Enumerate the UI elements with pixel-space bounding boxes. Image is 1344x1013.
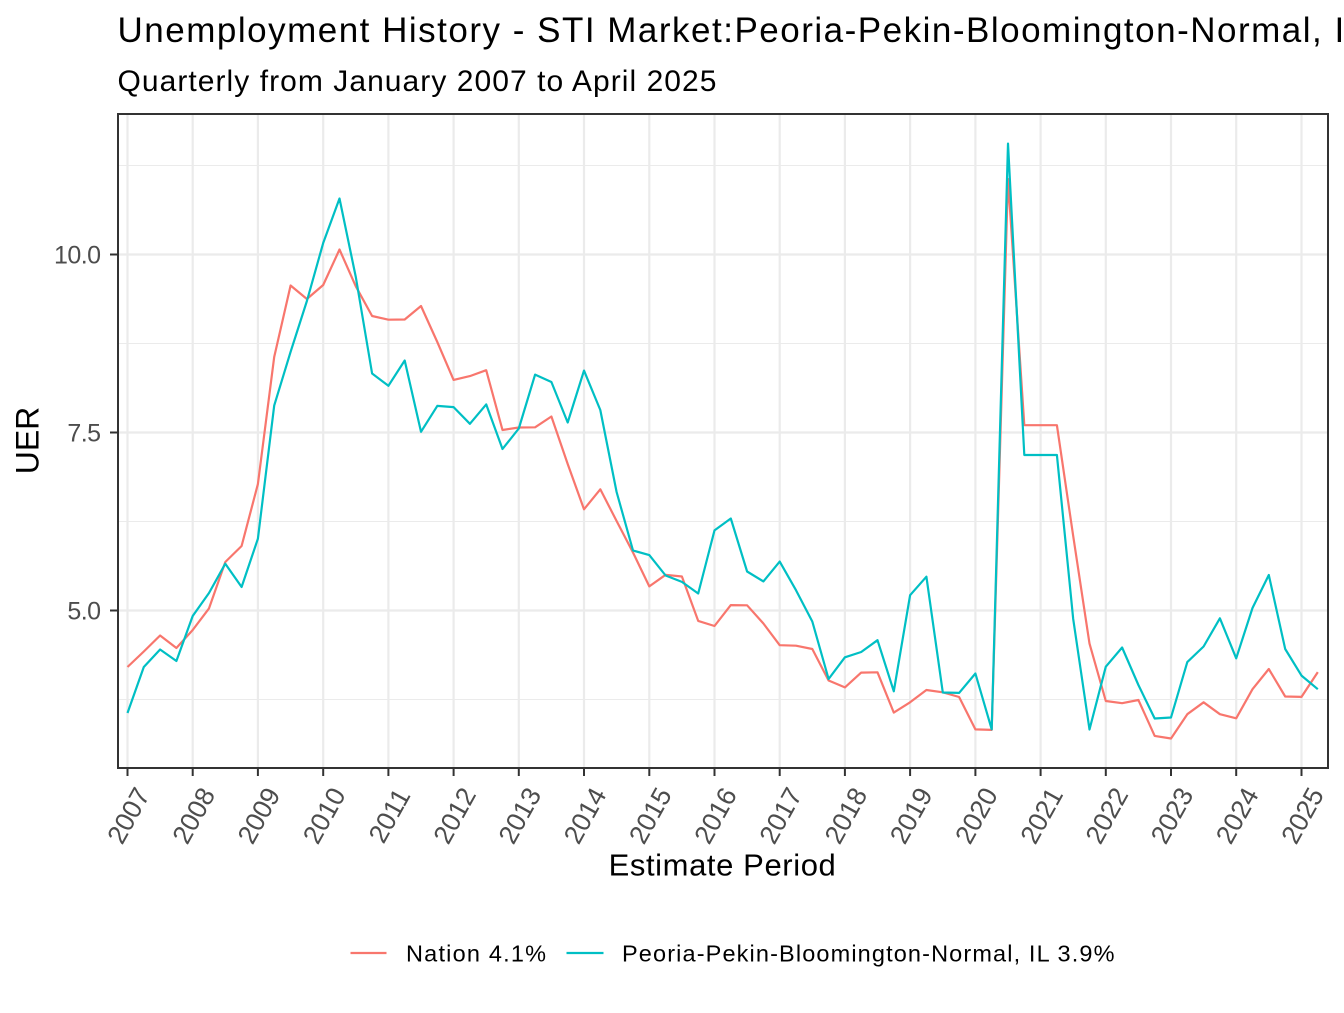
svg-text:Nation 4.1%: Nation 4.1% — [406, 941, 547, 967]
svg-text:10.0: 10.0 — [54, 242, 100, 270]
svg-text:Peoria-Pekin-Bloomington-Norma: Peoria-Pekin-Bloomington-Normal, IL 3.9% — [622, 941, 1116, 967]
svg-text:Unemployment History - STI Mar: Unemployment History - STI Market:Peoria… — [118, 11, 1344, 50]
svg-text:7.5: 7.5 — [67, 420, 100, 448]
svg-text:5.0: 5.0 — [67, 598, 100, 626]
svg-text:Quarterly from January 2007 to: Quarterly from January 2007 to April 202… — [118, 65, 718, 98]
svg-text:Estimate Period: Estimate Period — [609, 848, 837, 883]
svg-text:UER: UER — [10, 407, 46, 475]
